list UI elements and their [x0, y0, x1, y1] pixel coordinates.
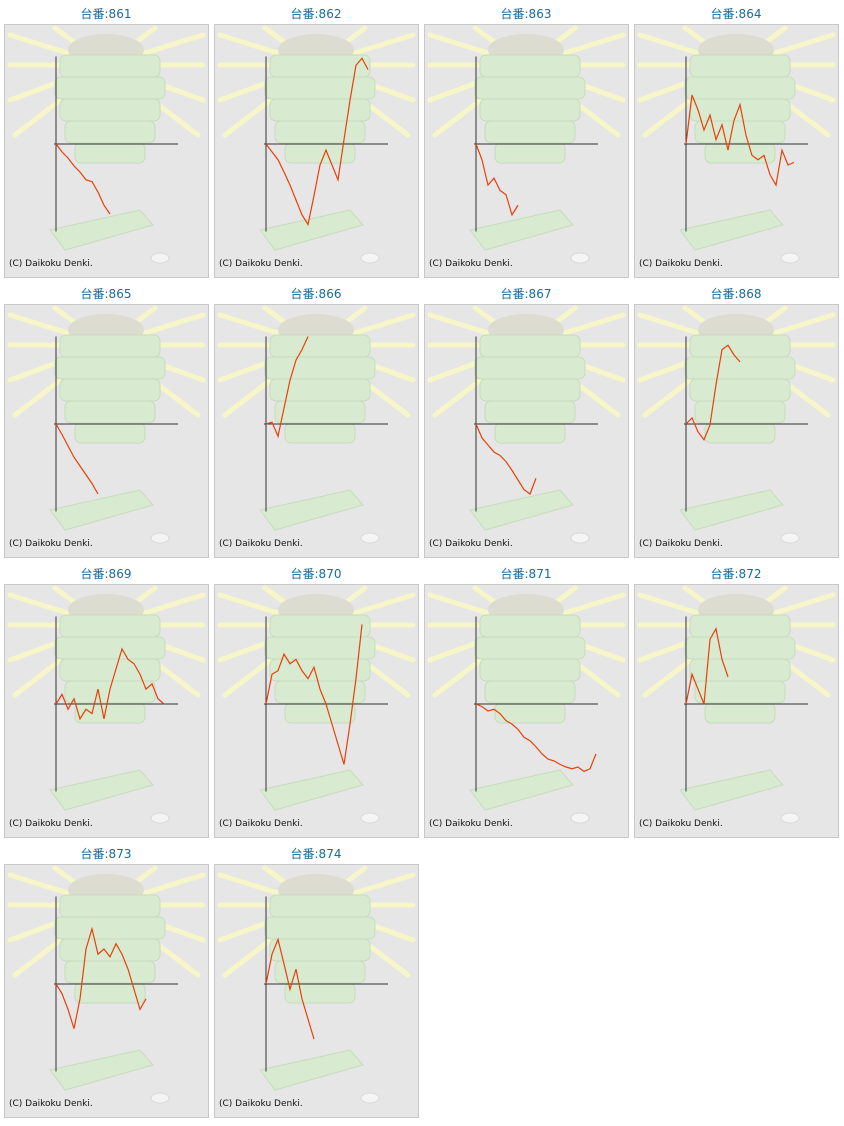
copyright: (C) Daikoku Denki.: [9, 259, 93, 269]
card-background: [215, 865, 418, 1117]
card-background: [425, 305, 628, 557]
copyright: (C) Daikoku Denki.: [219, 539, 303, 549]
copyright: (C) Daikoku Denki.: [219, 259, 303, 269]
graph-line: [475, 423, 537, 495]
card-background: [5, 865, 208, 1117]
card-border: [214, 584, 419, 838]
card-border: [214, 24, 419, 278]
graph-card: (C) Daikoku Denki.: [4, 584, 209, 838]
card-border: [424, 24, 629, 278]
card-border: [634, 24, 839, 278]
copyright: (C) Daikoku Denki.: [219, 1099, 303, 1109]
card-title: 台番:868: [711, 286, 762, 301]
card-title: 台番:874: [291, 846, 342, 861]
card-background: [5, 25, 208, 277]
card-border: [634, 584, 839, 838]
copyright: (C) Daikoku Denki.: [429, 539, 513, 549]
card-background: [425, 585, 628, 837]
card-title: 台番:861: [81, 6, 132, 21]
card-border: [4, 24, 209, 278]
copyright: (C) Daikoku Denki.: [219, 819, 303, 829]
copyright: (C) Daikoku Denki.: [639, 259, 723, 269]
graph-card: (C) Daikoku Denki.: [634, 24, 839, 278]
card-border: [214, 304, 419, 558]
card-title: 台番:869: [81, 566, 132, 581]
graph-line: [55, 423, 99, 495]
copyright: (C) Daikoku Denki.: [9, 1099, 93, 1109]
card-background: [5, 305, 208, 557]
card-title: 台番:870: [291, 566, 342, 581]
graph-line: [55, 926, 147, 1029]
card-background: [215, 305, 418, 557]
copyright: (C) Daikoku Denki.: [429, 259, 513, 269]
card-title: 台番:862: [291, 6, 342, 21]
graph-line: [265, 57, 369, 227]
graph-line: [685, 94, 795, 187]
graph-card: (C) Daikoku Denki.: [4, 304, 209, 558]
graph-line: [475, 143, 519, 217]
graph-card: (C) Daikoku Denki.: [424, 304, 629, 558]
card-border: [424, 584, 629, 838]
card-title: 台番:863: [501, 6, 552, 21]
graph-line: [265, 937, 315, 1040]
card-background: [425, 25, 628, 277]
graph-card: (C) Daikoku Denki.: [424, 24, 629, 278]
card-title: 台番:873: [81, 846, 132, 861]
card-border: [424, 304, 629, 558]
card-background: [635, 585, 838, 837]
card-background: [635, 305, 838, 557]
graph-card: (C) Daikoku Denki.: [4, 864, 209, 1118]
card-title: 台番:867: [501, 286, 552, 301]
card-title: 台番:864: [711, 6, 762, 21]
card-border: [634, 304, 839, 558]
card-title: 台番:865: [81, 286, 132, 301]
card-title: 台番:872: [711, 566, 762, 581]
card-background: [215, 585, 418, 837]
graph-line: [265, 336, 309, 439]
card-border: [4, 304, 209, 558]
graph-line: [55, 143, 111, 215]
card-border: [4, 864, 209, 1118]
card-background: [215, 25, 418, 277]
card-background: [5, 585, 208, 837]
graph-line: [475, 703, 597, 773]
graph-card: (C) Daikoku Denki.: [214, 584, 419, 838]
graph-card: (C) Daikoku Denki.: [214, 304, 419, 558]
copyright: (C) Daikoku Denki.: [639, 819, 723, 829]
copyright: (C) Daikoku Denki.: [9, 539, 93, 549]
copyright: (C) Daikoku Denki.: [639, 539, 723, 549]
copyright: (C) Daikoku Denki.: [429, 819, 513, 829]
card-title: 台番:866: [291, 286, 342, 301]
graph-line: [685, 627, 729, 705]
graph-card: (C) Daikoku Denki.: [214, 864, 419, 1118]
graph-card: (C) Daikoku Denki.: [424, 584, 629, 838]
graph-card: (C) Daikoku Denki.: [634, 304, 839, 558]
card-border: [214, 864, 419, 1118]
graph-line: [685, 344, 741, 441]
graph-line: [265, 624, 363, 765]
graph-card: (C) Daikoku Denki.: [4, 24, 209, 278]
graph-card: (C) Daikoku Denki.: [634, 584, 839, 838]
card-title: 台番:871: [501, 566, 552, 581]
graph-line: [55, 647, 165, 721]
card-background: [635, 25, 838, 277]
copyright: (C) Daikoku Denki.: [9, 819, 93, 829]
graph-card: (C) Daikoku Denki.: [214, 24, 419, 278]
card-border: [4, 584, 209, 838]
